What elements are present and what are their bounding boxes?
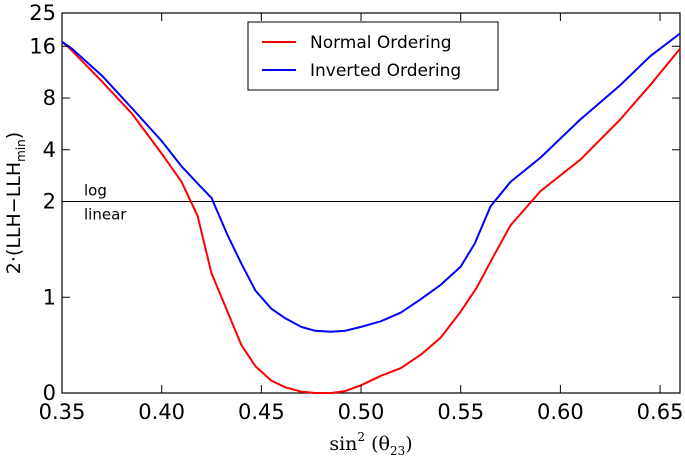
- series-layer: [61, 32, 681, 394]
- scale-break-log-label: log: [84, 182, 107, 200]
- x-tick-label: 0.65: [637, 400, 684, 424]
- x-tick-label: 0.50: [338, 400, 385, 424]
- plot-frame: [61, 12, 681, 394]
- x-tick-label: 0.55: [437, 400, 484, 424]
- plot-area: log linear: [61, 12, 681, 394]
- x-axis: 0.35 0.40 0.45 0.50 0.55 0.60 0.65: [39, 13, 684, 424]
- scale-break-linear-label: linear: [84, 206, 127, 224]
- series-line-inverted-ordering: [61, 32, 681, 333]
- y-tick-label: 2: [43, 190, 56, 214]
- y-tick-label: 0: [43, 381, 56, 405]
- y-tick-label: 16: [29, 34, 56, 58]
- legend-label: Normal Ordering: [310, 33, 452, 53]
- series-line-normal-ordering: [61, 41, 681, 394]
- y-tick-label: 25: [29, 1, 56, 25]
- x-tick-label: 0.60: [537, 400, 584, 424]
- legend-box: [247, 21, 499, 91]
- y-tick-label: 1: [43, 285, 56, 309]
- y-axis: 0 1 2 4 8 16 25: [29, 1, 680, 405]
- x-axis-label: sin2 (θ23): [329, 430, 412, 458]
- legend-label: Inverted Ordering: [310, 61, 461, 81]
- y-tick-label: 8: [43, 86, 56, 110]
- x-tick-label: 0.40: [138, 400, 185, 424]
- y-axis-label: 2·(LLH−LLHmin): [3, 132, 28, 274]
- legend: Normal Ordering Inverted Ordering: [247, 21, 499, 91]
- y-tick-label: 4: [43, 138, 56, 162]
- x-tick-label: 0.35: [39, 400, 86, 424]
- x-tick-label: 0.45: [238, 400, 285, 424]
